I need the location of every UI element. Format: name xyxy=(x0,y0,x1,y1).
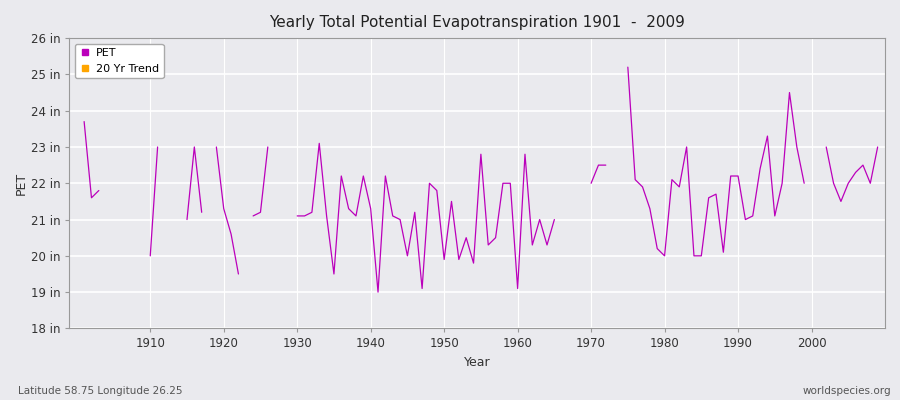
Y-axis label: PET: PET xyxy=(15,172,28,195)
Legend: PET, 20 Yr Trend: PET, 20 Yr Trend xyxy=(75,44,164,78)
Title: Yearly Total Potential Evapotranspiration 1901  -  2009: Yearly Total Potential Evapotranspiratio… xyxy=(269,15,685,30)
Text: worldspecies.org: worldspecies.org xyxy=(803,386,891,396)
X-axis label: Year: Year xyxy=(464,356,490,369)
Text: Latitude 58.75 Longitude 26.25: Latitude 58.75 Longitude 26.25 xyxy=(18,386,183,396)
